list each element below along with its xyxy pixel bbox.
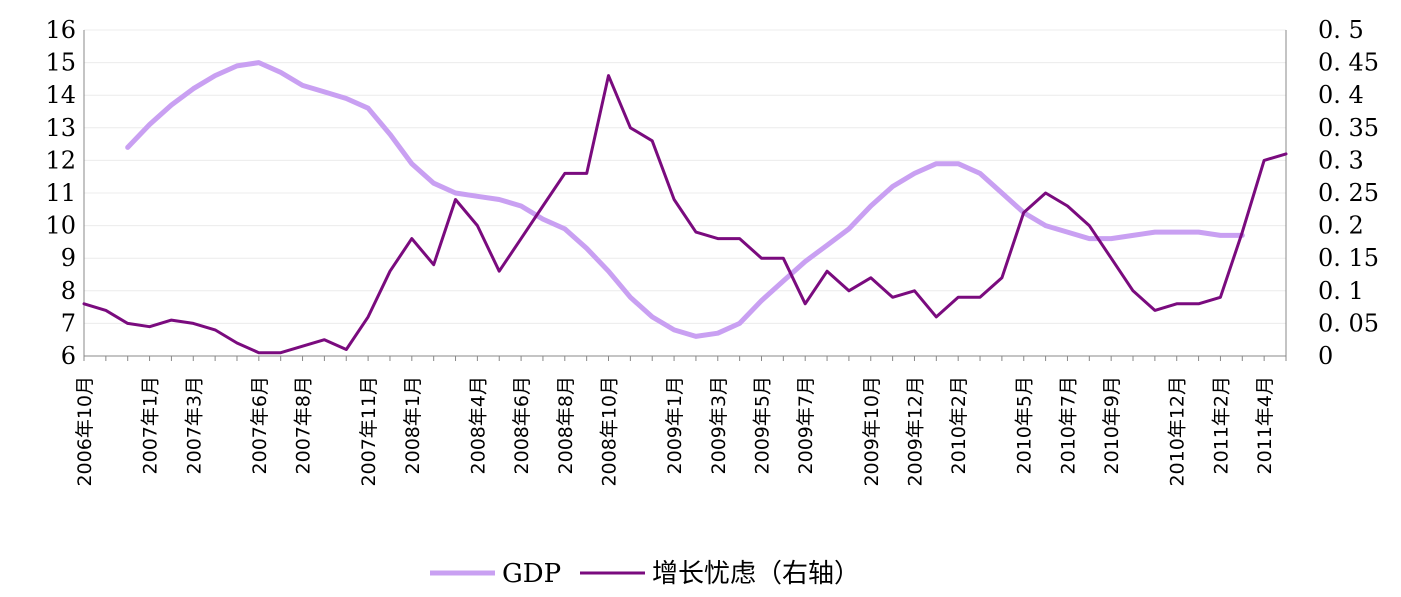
x-tick-label: 2010年5月 <box>1014 376 1036 474</box>
right-axis-tick-labels: 0 0. 05 0. 1 0. 15 0. 2 0. 25 0. 3 0. 35 0. 4 0. … <box>1318 16 1379 370</box>
x-tick-label: 2007年6月 <box>249 376 271 474</box>
right-tick-label: 0. 3 <box>1318 146 1364 174</box>
x-tick-label: 2011年4月 <box>1254 376 1276 474</box>
x-tick-label: 2009年12月 <box>904 376 926 487</box>
left-tick-label: 14 <box>45 81 76 109</box>
x-tick-label: 2008年4月 <box>467 376 489 474</box>
x-tick-label: 2009年1月 <box>664 376 686 474</box>
right-tick-label: 0. 1 <box>1318 277 1364 305</box>
left-tick-label: 15 <box>45 49 76 77</box>
right-tick-label: 0. 05 <box>1318 309 1379 337</box>
legend: GDP 增长忧虑（右轴） <box>430 559 860 589</box>
x-tick-label: 2007年8月 <box>293 376 315 474</box>
x-tick-label: 2010年9月 <box>1101 376 1123 474</box>
series-layer <box>82 60 1288 355</box>
x-tick-label: 2010年2月 <box>948 376 970 474</box>
left-tick-label: 8 <box>61 277 76 305</box>
right-tick-label: 0 <box>1318 342 1333 370</box>
x-tick-label: 2008年6月 <box>511 376 533 474</box>
left-tick-label: 10 <box>45 212 76 240</box>
left-tick-label: 12 <box>45 146 76 174</box>
gridlines <box>84 29 1286 357</box>
right-tick-label: 0. 15 <box>1318 244 1379 272</box>
x-tick-label: 2009年7月 <box>795 376 817 474</box>
left-tick-label: 6 <box>61 342 76 370</box>
left-tick-label: 7 <box>61 309 76 337</box>
x-tick-label: 2007年11月 <box>358 376 380 487</box>
legend-label-1: 增长忧虑（右轴） <box>652 559 860 589</box>
x-tick-label: 2008年8月 <box>555 376 577 474</box>
series-line-1 <box>82 74 1288 355</box>
x-tick-label: 2007年1月 <box>140 376 162 474</box>
x-tick-label: 2010年7月 <box>1057 376 1079 474</box>
legend-label-0: GDP <box>502 559 561 589</box>
x-tick-label: 2008年1月 <box>402 376 424 474</box>
x-tick-label: 2010年12月 <box>1167 376 1189 487</box>
x-tick-label: 2006年10月 <box>74 376 96 487</box>
right-tick-label: 0. 4 <box>1318 81 1364 109</box>
left-tick-label: 9 <box>61 244 76 272</box>
x-tick-label: 2007年3月 <box>183 376 205 474</box>
left-tick-label: 16 <box>45 16 76 44</box>
right-tick-label: 0. 35 <box>1318 114 1379 142</box>
right-tick-label: 0. 45 <box>1318 49 1379 77</box>
right-tick-label: 0. 25 <box>1318 179 1379 207</box>
left-tick-label: 13 <box>45 114 76 142</box>
left-tick-label: 11 <box>45 179 76 207</box>
x-tick-label: 2009年5月 <box>751 376 773 474</box>
x-tick-label: 2009年3月 <box>708 376 730 474</box>
right-tick-label: 0. 2 <box>1318 212 1364 240</box>
right-tick-label: 0. 5 <box>1318 16 1364 44</box>
axes <box>83 30 1287 361</box>
x-tick-label: 2008年10月 <box>599 376 621 487</box>
x-tick-label: 2011年2月 <box>1210 376 1232 474</box>
series-line-0 <box>125 60 1245 339</box>
x-axis-tick-labels: 2006年10月 2007年1月 2007年3月 2007年6月 2007年8月 2007… <box>74 376 1276 487</box>
x-tick-label: 2009年10月 <box>861 376 883 487</box>
left-axis-tick-labels: 6 7 8 9 10 11 12 13 14 15 16 <box>45 16 76 370</box>
